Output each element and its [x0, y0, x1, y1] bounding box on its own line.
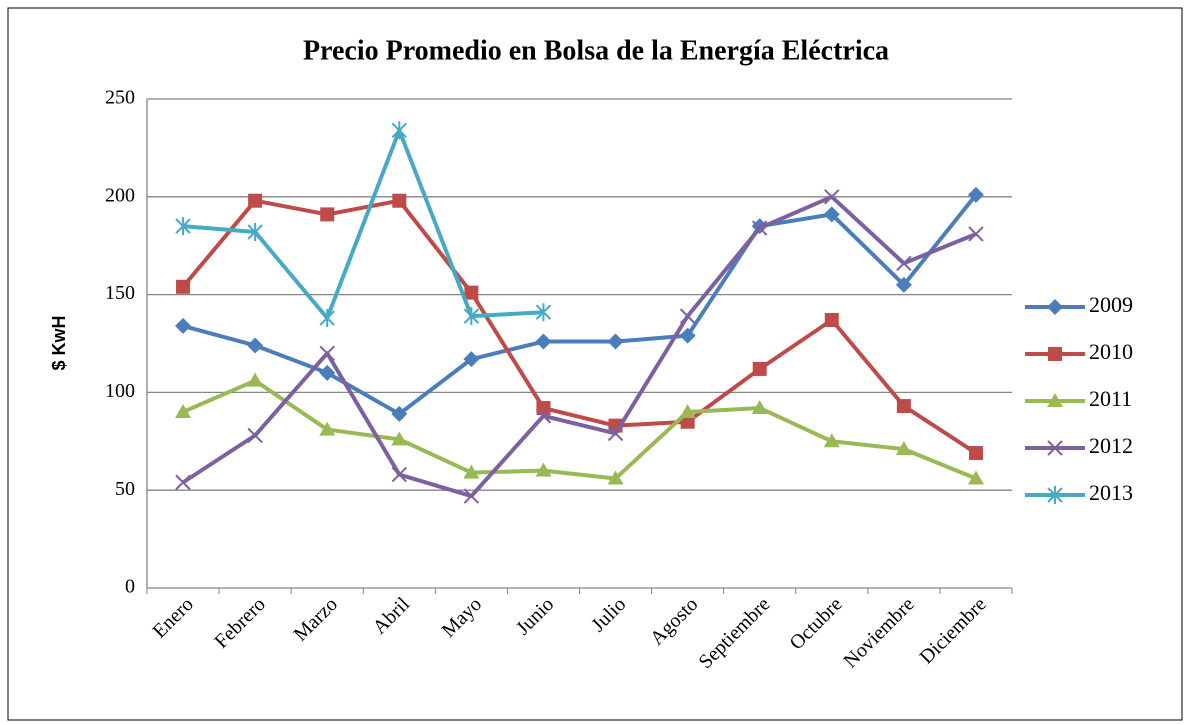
data-point [175, 317, 192, 334]
data-point [607, 425, 624, 442]
legend-label: 2012 [1089, 433, 1133, 458]
legend-marker [1048, 347, 1062, 361]
data-point [535, 462, 552, 477]
data-point [535, 333, 552, 350]
data-point [535, 303, 552, 322]
legend-marker [1047, 486, 1063, 504]
legend-marker [1047, 393, 1063, 407]
y-tick-label: 250 [105, 87, 135, 109]
series-line [181, 194, 977, 499]
data-point [824, 313, 839, 328]
data-point [535, 408, 552, 424]
data-point [175, 217, 191, 236]
data-point [967, 470, 984, 485]
data-point [896, 399, 911, 414]
data-point [463, 307, 480, 326]
data-point [391, 431, 408, 446]
data-point [824, 189, 840, 205]
chart-border [7, 7, 1183, 721]
data-point [679, 308, 696, 324]
y-tick-label: 0 [125, 576, 135, 598]
legend-marker [1047, 440, 1063, 456]
data-point [968, 446, 983, 461]
legend-marker [1047, 299, 1063, 315]
data-point [319, 345, 335, 361]
data-point [968, 226, 984, 242]
data-point [607, 333, 624, 350]
data-point [248, 193, 263, 208]
data-point [319, 309, 335, 328]
series-line [182, 128, 544, 321]
chart-title: Precio Promedio en Bolsa de la Energía E… [303, 35, 889, 66]
y-tick-label: 200 [105, 184, 135, 206]
data-point [895, 276, 912, 293]
data-point [463, 351, 480, 368]
data-point [823, 206, 840, 223]
data-point [175, 474, 191, 491]
y-tick-label: 50 [115, 478, 135, 500]
legend-label: 2011 [1089, 386, 1132, 411]
legend-label: 2010 [1089, 339, 1133, 364]
data-point [607, 470, 624, 485]
y-tick-label: 150 [105, 282, 135, 304]
data-point [319, 364, 336, 381]
data-point [391, 405, 408, 422]
data-point [823, 433, 840, 448]
data-point [391, 121, 407, 140]
data-point [967, 186, 984, 203]
data-point [247, 223, 263, 242]
legend-label: 2013 [1089, 480, 1133, 505]
data-point [751, 400, 768, 415]
data-point [536, 401, 551, 416]
series-line [182, 378, 977, 481]
data-point [463, 488, 480, 504]
data-point [391, 466, 407, 483]
data-point [463, 464, 480, 479]
data-point [680, 414, 695, 429]
data-point [392, 193, 407, 208]
data-point [319, 421, 336, 436]
data-point [679, 327, 696, 344]
data-point [895, 441, 912, 456]
data-point [752, 220, 768, 236]
data-point [752, 361, 767, 376]
data-point [175, 403, 192, 418]
data-point [679, 403, 696, 418]
data-point [464, 285, 479, 300]
y-axis-label: $ KwH [49, 315, 69, 370]
data-point [176, 279, 191, 294]
y-tick-label: 100 [105, 380, 135, 402]
data-point [247, 337, 264, 354]
data-point [320, 207, 335, 222]
data-point [247, 427, 263, 444]
data-point [247, 372, 264, 387]
legend-label: 2009 [1089, 292, 1133, 317]
series-line [181, 198, 978, 455]
data-point [896, 255, 912, 272]
